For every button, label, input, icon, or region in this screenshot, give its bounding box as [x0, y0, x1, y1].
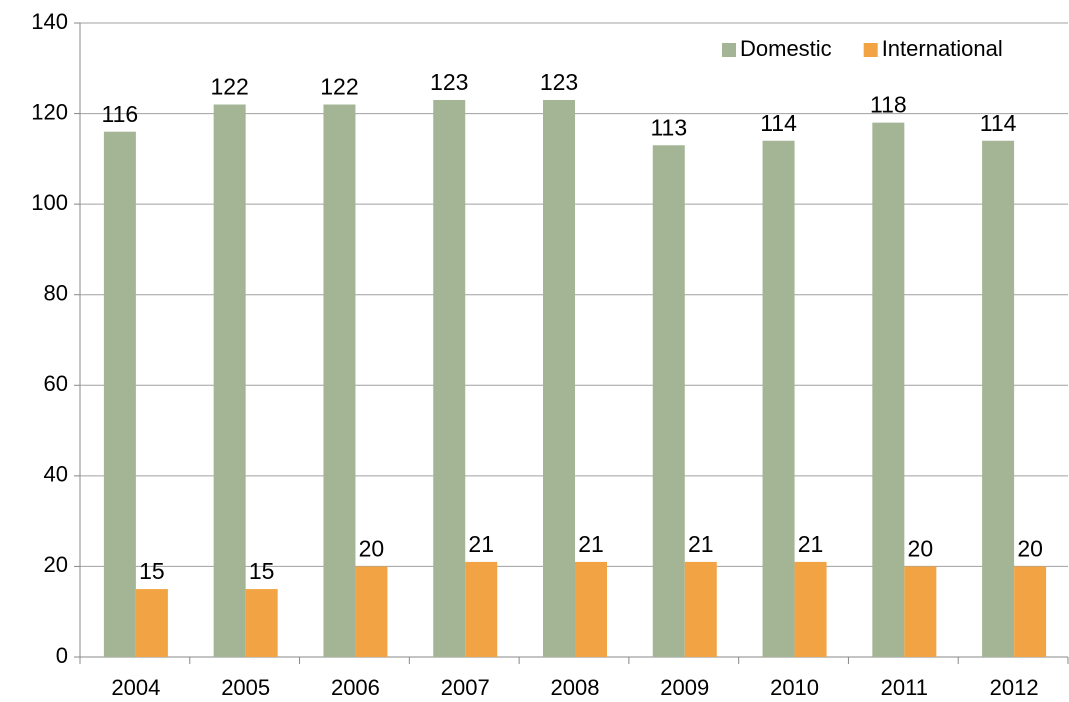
x-tick-label: 2007: [441, 675, 490, 700]
y-tick-label: 0: [56, 643, 68, 668]
legend-label: International: [882, 36, 1003, 61]
data-label: 116: [102, 101, 139, 127]
bar: [323, 104, 356, 657]
bar: [355, 566, 388, 657]
x-tick-label: 2004: [111, 675, 160, 700]
bar: [762, 140, 795, 657]
bar: [1014, 566, 1047, 657]
data-label: 15: [139, 558, 165, 584]
bar: [904, 566, 937, 657]
legend-swatch: [722, 43, 736, 57]
data-label: 15: [249, 558, 275, 584]
data-label: 123: [540, 69, 578, 95]
x-tick-label: 2008: [551, 675, 600, 700]
y-tick-label: 140: [31, 9, 68, 34]
y-tick-label: 120: [31, 99, 68, 124]
x-tick-label: 2009: [660, 675, 709, 700]
data-label: 21: [688, 531, 714, 557]
bar: [135, 589, 168, 657]
bar: [982, 140, 1015, 657]
x-tick-label: 2006: [331, 675, 380, 700]
data-label: 114: [980, 110, 1017, 136]
bar: [245, 589, 278, 657]
bar: [213, 104, 246, 657]
y-tick-label: 60: [44, 371, 68, 396]
bar: [652, 145, 685, 657]
y-tick-label: 20: [44, 552, 68, 577]
bar: [433, 99, 466, 657]
data-label: 21: [578, 531, 604, 557]
y-tick-label: 40: [44, 462, 68, 487]
data-label: 123: [430, 69, 468, 95]
data-label: 20: [908, 536, 934, 562]
data-label: 21: [798, 531, 824, 557]
data-label: 113: [650, 114, 687, 140]
data-label: 122: [320, 74, 358, 100]
data-label: 118: [870, 92, 907, 118]
y-tick-label: 100: [31, 190, 68, 215]
bar: [872, 122, 905, 658]
bar: [575, 561, 607, 657]
data-label: 122: [210, 74, 248, 100]
bar: [684, 561, 717, 657]
x-tick-label: 2010: [770, 675, 819, 700]
bar: [465, 561, 498, 657]
data-label: 21: [468, 531, 494, 557]
x-tick-label: 2005: [221, 675, 270, 700]
data-label: 20: [1017, 536, 1043, 562]
y-tick-label: 80: [44, 281, 68, 306]
bar: [103, 131, 136, 657]
data-label: 20: [359, 536, 385, 562]
bar: [543, 99, 575, 657]
legend-label: Domestic: [740, 36, 832, 61]
data-label: 114: [760, 110, 797, 136]
bar: [794, 561, 827, 657]
legend-swatch: [863, 43, 878, 57]
x-tick-label: 2011: [881, 675, 928, 700]
x-tick-label: 2012: [990, 675, 1039, 700]
